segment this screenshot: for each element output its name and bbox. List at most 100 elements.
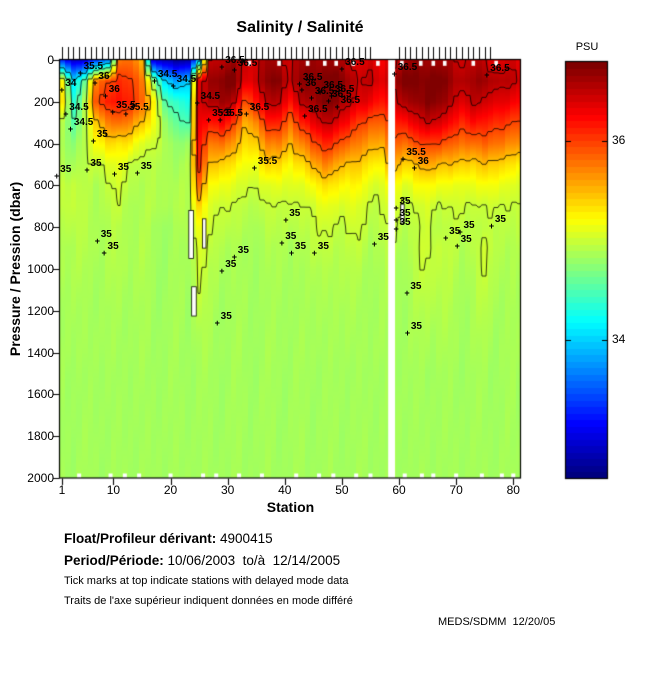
contour-label-marker: +	[59, 85, 65, 96]
contour-label: 35.5	[406, 147, 426, 159]
contour-label-marker: +	[296, 78, 303, 89]
contour-label: 36	[305, 78, 317, 90]
contour-label-marker: +	[391, 68, 398, 79]
contour-label-marker: +	[90, 135, 96, 146]
contour-label: 36.5	[340, 95, 361, 107]
contour-label: 36.5	[332, 88, 352, 100]
colorbar-unit-label: PSU	[575, 41, 599, 53]
contour-label-marker: +	[54, 171, 60, 182]
contour-label-marker: +	[231, 251, 238, 262]
contour-label-marker: +	[454, 241, 460, 252]
contour-label: 35	[294, 241, 307, 253]
contour-label: 34	[65, 78, 77, 90]
contour-label-marker: +	[484, 69, 490, 80]
contour-label-marker: +	[302, 111, 308, 122]
contour-label: 35	[399, 217, 411, 229]
contour-label: 35	[60, 164, 72, 176]
y-tick-label: 2000	[27, 471, 54, 485]
contour-label: 35	[399, 196, 411, 208]
x-tick-label: 50	[335, 483, 349, 497]
x-tick-label: 60	[392, 483, 406, 497]
contour-label-marker: +	[404, 327, 411, 338]
contour-label-marker: +	[443, 232, 449, 243]
contour-label-marker: +	[111, 168, 118, 179]
contour-label-marker: +	[393, 203, 399, 214]
contour-label-marker: +	[411, 162, 417, 173]
contour-label: 35	[220, 311, 232, 323]
x-tick-label: 30	[220, 483, 235, 497]
x-axis-label: Station	[266, 499, 315, 515]
contour-label: 35	[463, 220, 475, 232]
contour-label-marker: +	[328, 90, 335, 101]
contour-label: 35	[140, 160, 152, 172]
contour-label: 35	[100, 228, 112, 240]
contour-label-marker: +	[400, 154, 406, 165]
y-tick-label: 800	[33, 220, 54, 235]
contour-label-marker: +	[308, 92, 315, 103]
contour-label-marker: +	[393, 214, 399, 225]
chart-title: Salinity / Salinité	[236, 19, 364, 36]
float-id-line: Float/Profileur dérivant: 4900415	[64, 531, 273, 546]
x-tick-label: 80	[506, 483, 520, 497]
period-value: 10/06/2003 to/à 12/14/2005	[163, 553, 341, 568]
contour-label-marker: +	[94, 235, 100, 246]
contour-label-marker: +	[84, 164, 90, 175]
contour-label: 36.5	[314, 85, 335, 97]
contour-label-marker: +	[194, 97, 200, 108]
contour-label-marker: +	[217, 114, 223, 125]
contour-label: 35.5	[83, 60, 104, 72]
contour-label-marker: +	[251, 162, 258, 173]
contour-label-marker: +	[299, 85, 305, 96]
contour-label: 36.5	[397, 61, 418, 73]
contour-label-marker: +	[110, 107, 116, 118]
contour-label-marker: +	[219, 62, 225, 73]
contour-label-marker: +	[488, 221, 495, 232]
contour-label-marker: +	[134, 167, 140, 178]
contour-label-marker: +	[92, 78, 98, 89]
float-id-label: Float/Profileur dérivant:	[64, 531, 217, 546]
contour-label: 36.5	[249, 102, 270, 114]
contour-label-marker: +	[339, 63, 345, 74]
contour-label: 35	[410, 281, 422, 293]
contour-label: 36.5	[345, 56, 365, 68]
y-tick-label: 400	[33, 136, 54, 151]
contour-label: 36.5	[334, 83, 355, 95]
contour-label-marker: +	[67, 124, 74, 134]
contour-label-marker: +	[404, 288, 410, 299]
y-tick-label: 0	[47, 53, 54, 67]
contour-label: 35.5	[257, 155, 278, 167]
y-tick-label: 1200	[27, 303, 54, 318]
y-tick-label: 1800	[27, 429, 54, 444]
contour-label: 34.5	[176, 74, 197, 86]
contour-label: 36.5	[225, 55, 245, 67]
contour-label: 34.5	[200, 90, 221, 102]
contour-label-marker: +	[214, 318, 220, 329]
contour-label-marker: +	[393, 224, 399, 235]
contour-label-marker: +	[279, 237, 285, 248]
y-tick-label: 1000	[27, 262, 54, 276]
contour-label: 35	[117, 161, 129, 173]
x-tick-label: 1	[58, 483, 66, 497]
contour-label: 36.5	[490, 62, 510, 74]
contour-label-marker: +	[243, 109, 250, 120]
colorbar-tick-label: 34	[612, 332, 626, 346]
contour-label-marker: +	[288, 248, 295, 259]
contour-label-marker: +	[151, 75, 158, 86]
contour-label: 35	[410, 320, 422, 332]
contour-label: 35	[494, 214, 506, 226]
contour-label-marker: +	[206, 114, 212, 125]
contour-label: 36.5	[308, 104, 328, 116]
contour-label: 35	[107, 241, 119, 253]
period-line: Period/Période: 10/06/2003 to/à 12/14/20…	[64, 553, 340, 568]
contour-label: 35	[377, 231, 389, 243]
credit-stamp: MEDS/SDMM 12/20/05	[438, 616, 556, 628]
note-english: Tick marks at top indicate stations with…	[64, 575, 349, 587]
contour-label-marker: +	[334, 102, 340, 113]
contour-label: 35	[317, 241, 329, 253]
y-tick-label: 200	[33, 94, 54, 109]
contour-label: 35.5	[129, 102, 149, 114]
contour-label: 36	[108, 83, 120, 95]
x-tick-label: 70	[449, 483, 463, 497]
